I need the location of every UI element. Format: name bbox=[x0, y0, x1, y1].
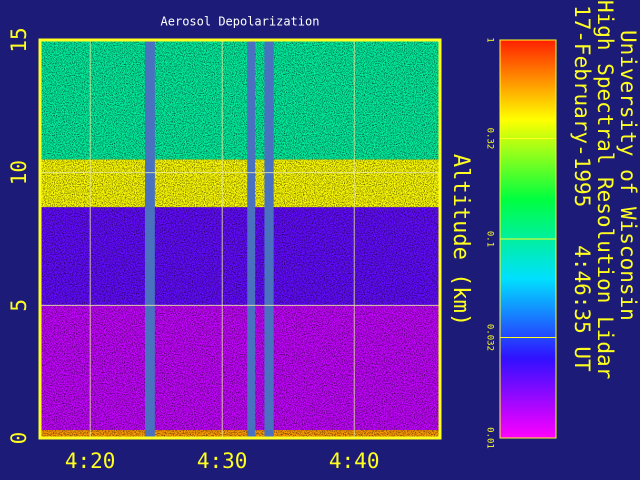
y-tick-label: 5 bbox=[7, 299, 31, 312]
x-tick-label: 4:20 bbox=[65, 449, 116, 473]
data-gap bbox=[247, 40, 256, 438]
data-gap bbox=[264, 40, 274, 438]
data-gap bbox=[144, 40, 155, 438]
noise-texture bbox=[40, 40, 440, 438]
x-tick-label: 4:40 bbox=[329, 449, 380, 473]
header-line: University of Wisconsin bbox=[616, 30, 640, 321]
y-tick-label: 10 bbox=[7, 160, 31, 185]
colorbar-tick-label: 0.032 bbox=[485, 324, 495, 351]
y-axis-label: Altitude (km) bbox=[448, 154, 473, 326]
header-line: High Spectral Resolution Lidar bbox=[593, 0, 617, 379]
colorbar-tick-label: 0.1 bbox=[485, 231, 495, 247]
x-tick-label: 4:30 bbox=[197, 449, 248, 473]
chart-title: Aerosol Depolarization bbox=[161, 15, 320, 29]
colorbar-tick-label: 0.01 bbox=[485, 427, 495, 449]
plot-frame bbox=[38, 38, 442, 440]
y-tick-label: 15 bbox=[7, 27, 31, 52]
y-tick-label: 0 bbox=[7, 432, 31, 445]
colorbar-tick-label: 0.32 bbox=[485, 128, 495, 150]
colorbar-tick-label: 1 bbox=[485, 37, 495, 42]
header-line: 17-February-1995 4:46:35 UT bbox=[570, 5, 594, 372]
